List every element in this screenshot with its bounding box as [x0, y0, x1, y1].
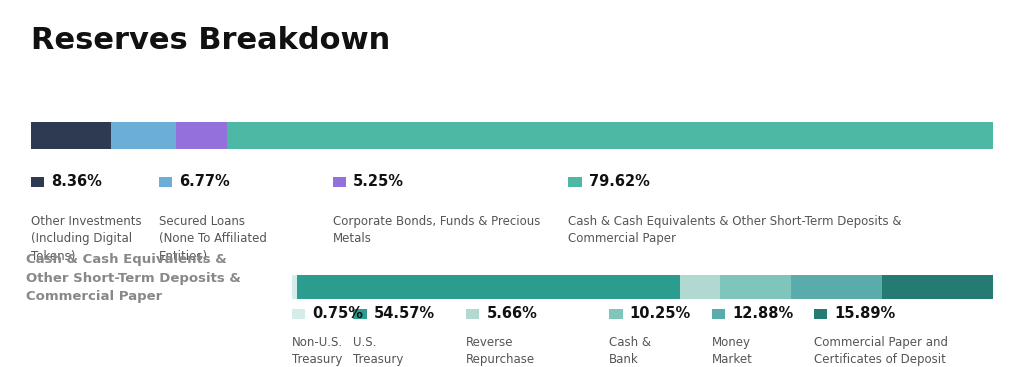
Bar: [227, 122, 993, 149]
Text: Money
Market
Funds: Money Market Funds: [712, 336, 753, 367]
Text: 15.89%: 15.89%: [835, 306, 896, 321]
Text: 12.88%: 12.88%: [732, 306, 794, 321]
Text: Cash & Cash Equivalents & Other Short-Term Deposits &
Commercial Paper: Cash & Cash Equivalents & Other Short-Te…: [568, 215, 902, 245]
Bar: [680, 275, 720, 299]
Bar: [333, 177, 346, 187]
Bar: [292, 309, 305, 319]
Text: U.S.
Treasury
Bills: U.S. Treasury Bills: [353, 336, 403, 367]
Text: Corporate Bonds, Funds & Precious
Metals: Corporate Bonds, Funds & Precious Metals: [333, 215, 541, 245]
Bar: [353, 309, 367, 319]
Bar: [292, 275, 297, 299]
Bar: [31, 177, 44, 187]
Bar: [609, 309, 623, 319]
Text: 10.25%: 10.25%: [630, 306, 691, 321]
Text: Cash &
Bank
Deposits: Cash & Bank Deposits: [609, 336, 660, 367]
Bar: [568, 177, 582, 187]
Text: Cash & Cash Equivalents &
Other Short-Term Deposits &
Commercial Paper: Cash & Cash Equivalents & Other Short-Te…: [26, 253, 241, 303]
Text: 79.62%: 79.62%: [589, 174, 649, 189]
Text: 6.77%: 6.77%: [179, 174, 230, 189]
Bar: [814, 309, 827, 319]
Text: Reserves Breakdown: Reserves Breakdown: [31, 26, 390, 55]
Bar: [712, 309, 725, 319]
Text: Reverse
Repurchase
Agreements: Reverse Repurchase Agreements: [466, 336, 538, 367]
Bar: [112, 122, 176, 149]
Text: 5.66%: 5.66%: [486, 306, 538, 321]
Bar: [31, 122, 112, 149]
Text: Other Investments
(Including Digital
Tokens): Other Investments (Including Digital Tok…: [31, 215, 141, 263]
Text: 54.57%: 54.57%: [374, 306, 435, 321]
Bar: [176, 122, 227, 149]
Text: 0.75%: 0.75%: [312, 306, 364, 321]
Bar: [720, 275, 792, 299]
Text: 5.25%: 5.25%: [353, 174, 404, 189]
Bar: [297, 275, 680, 299]
Text: Secured Loans
(None To Affiliated
Entities): Secured Loans (None To Affiliated Entiti…: [159, 215, 266, 263]
Bar: [159, 177, 172, 187]
Text: Non-U.S.
Treasury
Bills: Non-U.S. Treasury Bills: [292, 336, 343, 367]
Text: Commercial Paper and
Certificates of Deposit: Commercial Paper and Certificates of Dep…: [814, 336, 948, 366]
Bar: [882, 275, 993, 299]
Text: 8.36%: 8.36%: [51, 174, 102, 189]
Bar: [792, 275, 882, 299]
Bar: [466, 309, 479, 319]
